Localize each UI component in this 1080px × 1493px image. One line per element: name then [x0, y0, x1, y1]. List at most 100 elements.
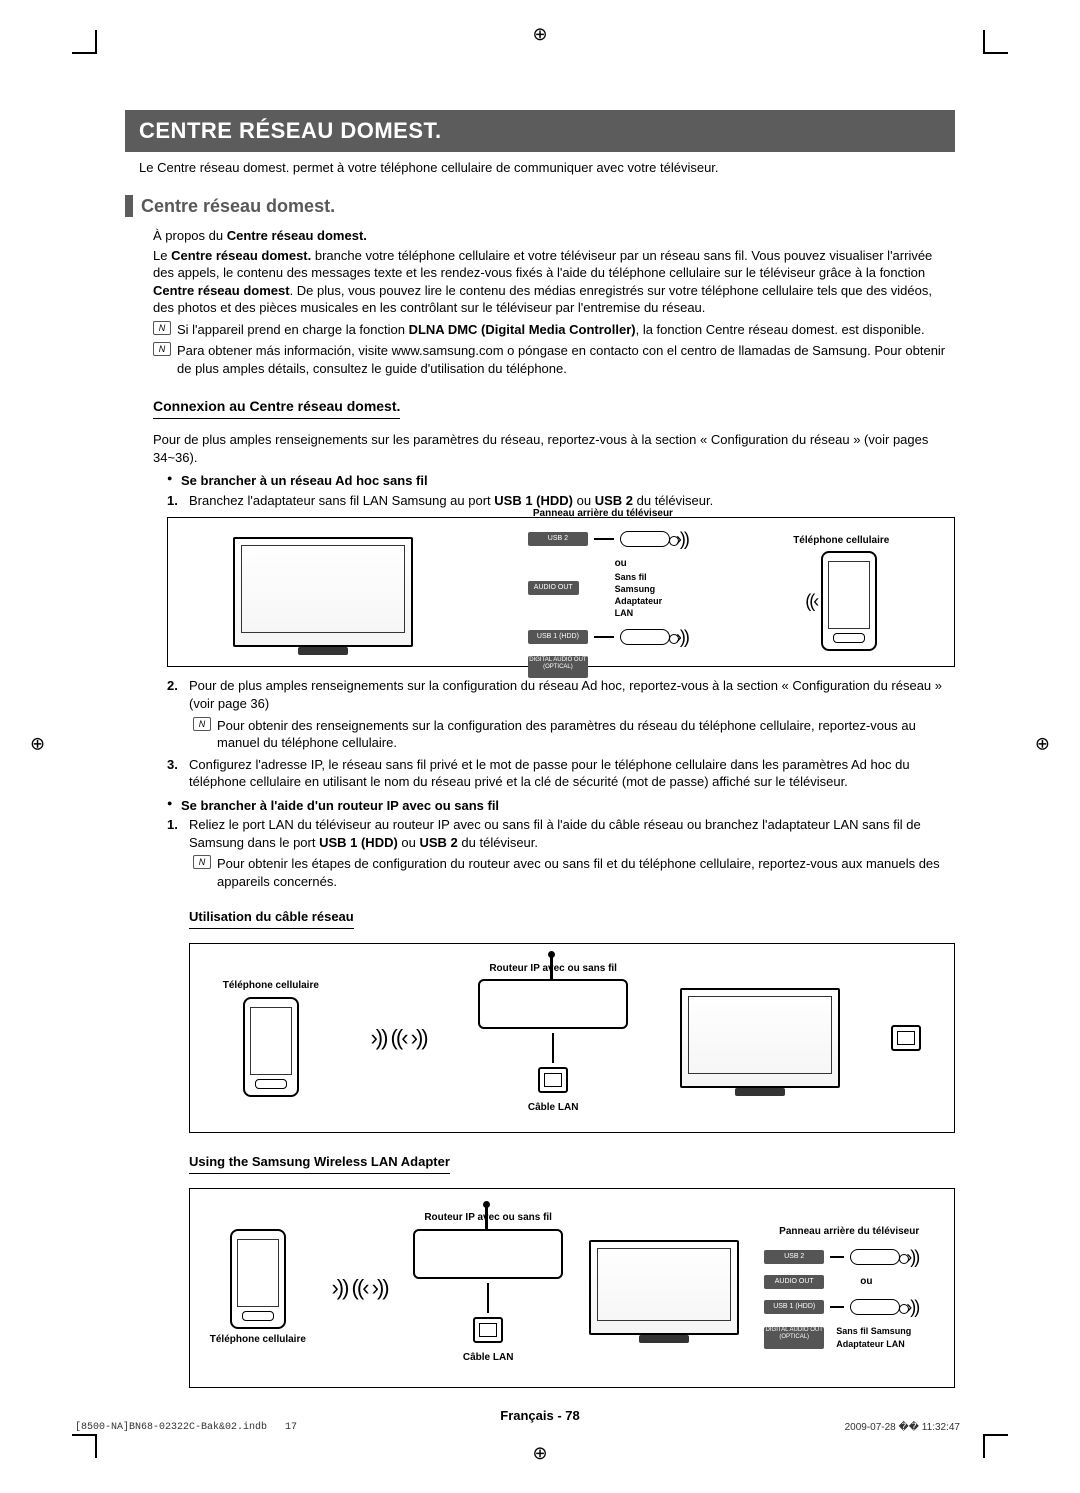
b2-note: N Pour obtenir les étapes de configurati… — [189, 855, 955, 890]
ou-label: ou — [615, 558, 627, 569]
bullet-router: Se brancher à l'aide d'un routeur IP ave… — [167, 797, 955, 815]
tv-col — [680, 988, 840, 1088]
diagram-cable: Téléphone cellulaire ›)) ((‹ ›)) Routeur… — [189, 943, 955, 1133]
step-1: 1. Branchez l'adaptateur sans fil LAN Sa… — [167, 492, 955, 510]
adapter1: Sans fil Samsung — [615, 572, 656, 594]
registration-left-icon: ⊕ — [30, 734, 45, 755]
tv-icon — [233, 537, 413, 647]
lan-plug-icon — [891, 1025, 921, 1051]
step2-note-text: Pour obtenir des renseignements sur la c… — [217, 718, 916, 751]
s1b: USB 1 (HDD) — [494, 493, 573, 508]
b2s1d: USB 2 — [420, 835, 458, 850]
print-timestamp: 2009-07-28 �� 11:32:47 — [845, 1422, 960, 1433]
port-audio: AUDIO OUT — [528, 581, 579, 595]
about-heading-pre: À propos du — [153, 228, 227, 243]
page-content: CENTRE RÉSEAU DOMEST. Le Centre réseau d… — [0, 0, 1080, 1493]
print-filename: [8500-NA]BN68-02322C-Bak&02.indb 17 — [75, 1422, 297, 1433]
phone-col: Téléphone cellulaire — [223, 979, 319, 1097]
registration-top-icon: ⊕ — [532, 24, 547, 45]
crop-mark — [983, 30, 985, 54]
b2s1e: du téléviseur. — [458, 835, 538, 850]
b2s1c: ou — [398, 835, 420, 850]
dongle-icon — [620, 531, 670, 547]
d2-cable-label: Câble LAN — [528, 1101, 579, 1115]
section-heading: Centre réseau domest. — [125, 195, 955, 217]
note1c: , la fonction Centre réseau domest. est … — [636, 322, 925, 337]
step2-note: N Pour obtenir des renseignements sur la… — [189, 717, 955, 752]
wireless-icon: ›)) ((‹ ›)) — [331, 1273, 387, 1303]
b2s1b: USB 1 (HDD) — [319, 835, 398, 850]
d3-adapter1: Sans fil Samsung — [836, 1326, 911, 1336]
adapter2: Adaptateur LAN — [615, 596, 663, 618]
connexion-block: Connexion au Centre réseau domest. Pour … — [125, 387, 955, 1387]
plug-col — [891, 1025, 921, 1051]
crop-mark — [72, 52, 96, 54]
note1a: Si l'appareil prend en charge la fonctio… — [177, 322, 409, 337]
d3-adapter2: Adaptateur LAN — [836, 1339, 905, 1349]
note1b: DLNA DMC (Digital Media Controller) — [409, 322, 636, 337]
note-icon: N — [193, 855, 211, 869]
tv-icon — [589, 1240, 739, 1335]
port-usb2: USB 2 — [764, 1250, 824, 1264]
b2-step1: 1. Reliez le port LAN du téléviseur au r… — [167, 816, 955, 890]
step-number: 3. — [167, 756, 178, 774]
s1d: USB 2 — [595, 493, 633, 508]
d3-cable-label: Câble LAN — [463, 1351, 514, 1365]
dongle-icon — [620, 629, 670, 645]
bullet2-text: Se brancher à l'aide d'un routeur IP ave… — [181, 798, 499, 813]
registration-bottom-icon: ⊕ — [532, 1443, 547, 1464]
heading-bar-icon — [125, 195, 133, 217]
d3-phone-label: Téléphone cellulaire — [210, 1333, 306, 1347]
router-icon — [413, 1229, 563, 1279]
phone-icon — [230, 1229, 286, 1329]
connexion-heading: Connexion au Centre réseau domest. — [153, 397, 400, 419]
s1a: Branchez l'adaptateur sans fil LAN Samsu… — [189, 493, 494, 508]
port-digital: DIGITAL AUDIO OUT (OPTICAL) — [764, 1327, 824, 1349]
tv-col — [233, 537, 413, 647]
about-p1b: Centre réseau domest. — [171, 248, 311, 263]
router-icon — [478, 979, 628, 1029]
tv-icon — [680, 988, 840, 1088]
note-icon: N — [153, 321, 171, 335]
port-usb1: USB 1 (HDD) — [764, 1300, 824, 1314]
note-item: N Si l'appareil prend en charge la fonct… — [153, 321, 955, 339]
phone-col: Téléphone cellulaire ((‹ — [793, 534, 889, 652]
crop-mark — [95, 30, 97, 54]
wireless-icon: ›)) ((‹ ›)) — [370, 1023, 426, 1053]
phone-label: Téléphone cellulaire — [793, 534, 889, 548]
d3-rear-label: Panneau arrière du téléviseur — [779, 1225, 919, 1239]
b2s1a: Reliez le port LAN du téléviseur au rout… — [189, 817, 921, 850]
dongle-icon — [850, 1299, 900, 1315]
crop-mark — [983, 1434, 985, 1458]
port-usb1: USB 1 (HDD) — [528, 630, 588, 644]
phone-icon — [821, 551, 877, 651]
router-col: Routeur IP avec ou sans fil Câble LAN — [413, 1211, 563, 1364]
step-number: 1. — [167, 492, 178, 510]
rear-panel: Panneau arrière du téléviseur USB 2›)) A… — [528, 507, 678, 677]
diagram-wireless-adapter: Téléphone cellulaire ›)) ((‹ ›)) Routeur… — [189, 1188, 955, 1388]
wireless-icon: ((‹ — [805, 589, 817, 613]
crop-mark — [984, 52, 1008, 54]
bullet1-text: Se brancher à un réseau Ad hoc sans fil — [181, 473, 428, 488]
sub3-heading: Using the Samsung Wireless LAN Adapter — [189, 1153, 450, 1174]
bullet-adhoc: Se brancher à un réseau Ad hoc sans fil — [167, 472, 955, 490]
page-title: CENTRE RÉSEAU DOMEST. — [125, 110, 955, 152]
note2-text: Para obtener más información, visite www… — [177, 343, 945, 376]
rear-panel: Panneau arrière du téléviseur USB 2›)) A… — [764, 1225, 934, 1349]
crop-mark — [72, 1434, 96, 1436]
step-number: 2. — [167, 677, 178, 695]
step-3: 3. Configurez l'adresse IP, le réseau sa… — [167, 756, 955, 791]
note-icon: N — [153, 342, 171, 356]
port-usb2: USB 2 — [528, 532, 588, 546]
sub2-heading: Utilisation du câble réseau — [189, 908, 354, 929]
phone-icon — [243, 997, 299, 1097]
about-p1a: Le — [153, 248, 171, 263]
step3-text: Configurez l'adresse IP, le réseau sans … — [189, 757, 910, 790]
dongle-icon — [850, 1249, 900, 1265]
b2-note-text: Pour obtenir les étapes de configuration… — [217, 856, 940, 889]
s1c: ou — [577, 493, 595, 508]
diagram-adhoc: Panneau arrière du téléviseur USB 2›)) A… — [167, 517, 955, 667]
crop-mark — [95, 1434, 97, 1458]
crop-mark — [984, 1434, 1008, 1436]
registration-right-icon: ⊕ — [1035, 734, 1050, 755]
